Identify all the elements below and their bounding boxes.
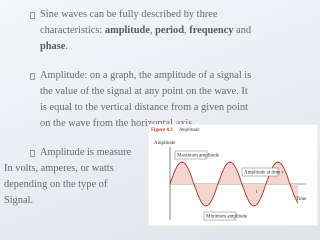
text-run: Sine waves can be fully described by thr… bbox=[40, 9, 218, 20]
text-run: and bbox=[233, 25, 252, 36]
label-box bbox=[174, 150, 208, 160]
time-label: Amplitude at time t bbox=[244, 171, 284, 176]
text-run: Amplitude: on a graph, the amplitude of … bbox=[40, 70, 252, 81]
wave-area bbox=[170, 162, 298, 206]
min-label: Minimum amplitude bbox=[206, 215, 248, 220]
text-run: . bbox=[65, 41, 69, 52]
sine-wave bbox=[169, 161, 299, 207]
text-line: Signal. bbox=[4, 195, 34, 206]
text-run: is equal to the vertical distance from a… bbox=[40, 102, 249, 113]
text-line: is equal to the vertical distance from a… bbox=[40, 102, 248, 114]
y-axis-label: Amplitude bbox=[154, 141, 176, 146]
text-run: the value of the signal at any point on … bbox=[40, 86, 248, 97]
text-run: characteristics: bbox=[40, 25, 105, 36]
text-line: on the wave from the horizontal axis. bbox=[40, 118, 195, 130]
figure-title: Amplitude bbox=[178, 128, 200, 133]
figure-number: Figure 4.3 bbox=[151, 128, 173, 133]
label-box bbox=[203, 211, 237, 221]
bullet-marker bbox=[30, 150, 35, 157]
text-line: Amplitude: on a graph, the amplitude of … bbox=[40, 70, 251, 82]
text-run: on the wave from the horizontal axis. bbox=[40, 118, 195, 129]
bullet-marker bbox=[30, 73, 35, 80]
time-marker: t bbox=[256, 190, 258, 195]
max-label: Maximum amplitude bbox=[177, 154, 220, 159]
text-run: , bbox=[149, 25, 156, 36]
bold-term: amplitude bbox=[104, 25, 150, 36]
text-line: Sine waves can be fully described by thr… bbox=[40, 9, 217, 21]
text-run: Amplitude is measure bbox=[40, 147, 132, 158]
text-line: In volts, amperes, or watts bbox=[4, 163, 114, 174]
bold-term: period bbox=[155, 25, 185, 36]
label-box bbox=[241, 167, 279, 177]
text-line: depending on the type of bbox=[4, 179, 108, 190]
figure: Figure 4.3 Amplitude Amplitude Maximum a… bbox=[148, 124, 318, 226]
bullet-marker bbox=[30, 12, 35, 19]
text-line: Amplitude is measure bbox=[40, 147, 131, 159]
text-line: phase. bbox=[40, 41, 68, 53]
bold-term: frequency bbox=[189, 25, 234, 36]
x-axis-label: Time bbox=[296, 197, 307, 202]
text-line: characteristics: amplitude, period, freq… bbox=[40, 25, 251, 37]
text-run: , bbox=[184, 25, 190, 36]
bold-term: phase bbox=[40, 41, 66, 52]
text-line: the value of the signal at any point on … bbox=[40, 86, 248, 98]
